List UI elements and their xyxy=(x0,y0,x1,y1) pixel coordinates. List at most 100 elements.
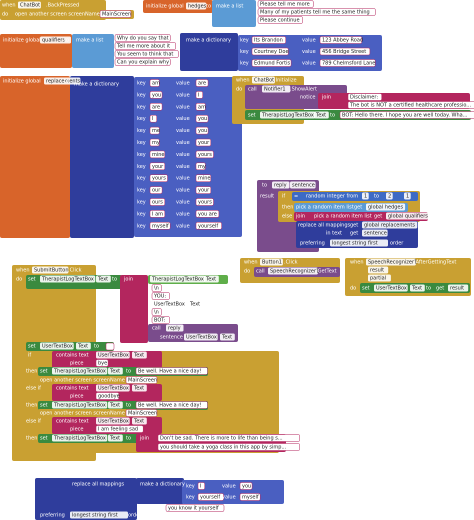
string-box[interactable] xyxy=(151,284,162,292)
string-box[interactable] xyxy=(197,493,224,501)
string-box[interactable] xyxy=(319,36,363,44)
string-box[interactable] xyxy=(95,359,109,367)
string-box[interactable] xyxy=(195,138,212,147)
string-box[interactable] xyxy=(195,222,222,230)
field-box[interactable] xyxy=(362,192,369,200)
field-box[interactable] xyxy=(108,401,123,409)
field-box[interactable] xyxy=(108,367,123,375)
field-box[interactable] xyxy=(362,229,388,237)
string-box[interactable] xyxy=(125,409,158,417)
string-box[interactable] xyxy=(195,198,214,206)
string-box[interactable] xyxy=(195,174,212,182)
block-shape[interactable] xyxy=(72,34,114,68)
string-box[interactable] xyxy=(114,34,171,42)
string-box[interactable] xyxy=(319,59,376,67)
field-box[interactable] xyxy=(362,221,418,229)
string-box[interactable] xyxy=(195,126,209,135)
field-box[interactable] xyxy=(18,1,41,9)
field-box[interactable] xyxy=(40,275,96,283)
string-box[interactable] xyxy=(95,392,120,400)
string-box[interactable] xyxy=(114,42,176,50)
block-shape[interactable] xyxy=(0,76,70,238)
field-box[interactable] xyxy=(96,275,111,283)
field-box[interactable] xyxy=(150,275,206,283)
string-box[interactable] xyxy=(114,58,171,66)
field-box[interactable] xyxy=(132,351,147,359)
string-box[interactable] xyxy=(195,103,206,111)
field-box[interactable] xyxy=(76,342,91,350)
field-box[interactable] xyxy=(40,36,71,44)
string-box[interactable] xyxy=(149,103,163,111)
field-box[interactable] xyxy=(188,300,203,308)
field-box[interactable] xyxy=(448,284,469,292)
field-box[interactable] xyxy=(314,111,329,119)
field-box[interactable] xyxy=(252,76,275,84)
string-box[interactable] xyxy=(135,367,208,375)
field-box[interactable] xyxy=(132,384,147,392)
string-box[interactable] xyxy=(149,126,160,135)
string-box[interactable] xyxy=(195,114,209,123)
field-box[interactable] xyxy=(52,367,108,375)
string-box[interactable] xyxy=(165,504,225,512)
field-box[interactable] xyxy=(386,192,393,200)
field-box[interactable] xyxy=(52,434,108,442)
field-box[interactable] xyxy=(96,417,130,425)
field-box[interactable] xyxy=(40,342,74,350)
field-box[interactable] xyxy=(290,181,316,189)
field-box[interactable] xyxy=(404,192,411,200)
field-box[interactable] xyxy=(186,2,207,10)
string-box[interactable] xyxy=(95,425,144,433)
string-box[interactable] xyxy=(347,93,382,101)
string-box[interactable] xyxy=(149,79,160,87)
string-box[interactable] xyxy=(195,162,206,171)
string-box[interactable] xyxy=(149,150,166,159)
string-box[interactable] xyxy=(157,443,300,451)
string-box[interactable] xyxy=(197,482,205,490)
field-box[interactable] xyxy=(220,333,235,341)
field-box[interactable] xyxy=(330,239,388,247)
string-box[interactable] xyxy=(257,8,376,16)
string-box[interactable] xyxy=(114,50,179,58)
field-box[interactable] xyxy=(152,300,186,308)
block-shape[interactable] xyxy=(70,76,134,238)
field-box[interactable] xyxy=(96,351,130,359)
field-box[interactable] xyxy=(262,85,291,93)
block-shape[interactable] xyxy=(38,376,148,385)
field-box[interactable] xyxy=(268,267,318,275)
string-box[interactable] xyxy=(149,162,166,171)
block-shape[interactable] xyxy=(180,33,238,71)
block-shape[interactable] xyxy=(212,0,256,27)
block-shape[interactable] xyxy=(134,77,242,237)
string-box[interactable] xyxy=(339,111,474,119)
field-box[interactable] xyxy=(410,284,425,292)
field-box[interactable] xyxy=(32,266,69,274)
block-shape[interactable] xyxy=(136,478,184,504)
string-box[interactable] xyxy=(99,10,132,18)
field-box[interactable] xyxy=(368,274,391,282)
field-box[interactable] xyxy=(368,266,389,274)
field-box[interactable] xyxy=(374,284,408,292)
field-box[interactable] xyxy=(184,333,218,341)
string-box[interactable] xyxy=(347,101,474,109)
string-box[interactable] xyxy=(149,174,168,182)
string-box[interactable] xyxy=(251,36,286,44)
string-box[interactable] xyxy=(151,316,170,324)
string-box[interactable] xyxy=(239,493,261,501)
string-box[interactable] xyxy=(257,16,303,24)
field-box[interactable] xyxy=(70,511,128,519)
string-box[interactable] xyxy=(319,47,371,56)
string-box[interactable] xyxy=(149,91,163,99)
string-box[interactable] xyxy=(149,210,166,218)
string-box[interactable] xyxy=(195,186,212,194)
field-box[interactable] xyxy=(272,181,290,189)
string-box[interactable] xyxy=(257,0,314,8)
string-box[interactable] xyxy=(149,222,171,230)
block-shape[interactable] xyxy=(38,409,148,418)
string-box[interactable] xyxy=(157,434,300,442)
field-box[interactable] xyxy=(132,417,147,425)
field-box[interactable] xyxy=(366,203,406,211)
block-shape[interactable] xyxy=(35,478,137,520)
string-box[interactable] xyxy=(251,59,292,67)
field-box[interactable] xyxy=(260,258,283,266)
field-box[interactable] xyxy=(386,212,436,220)
